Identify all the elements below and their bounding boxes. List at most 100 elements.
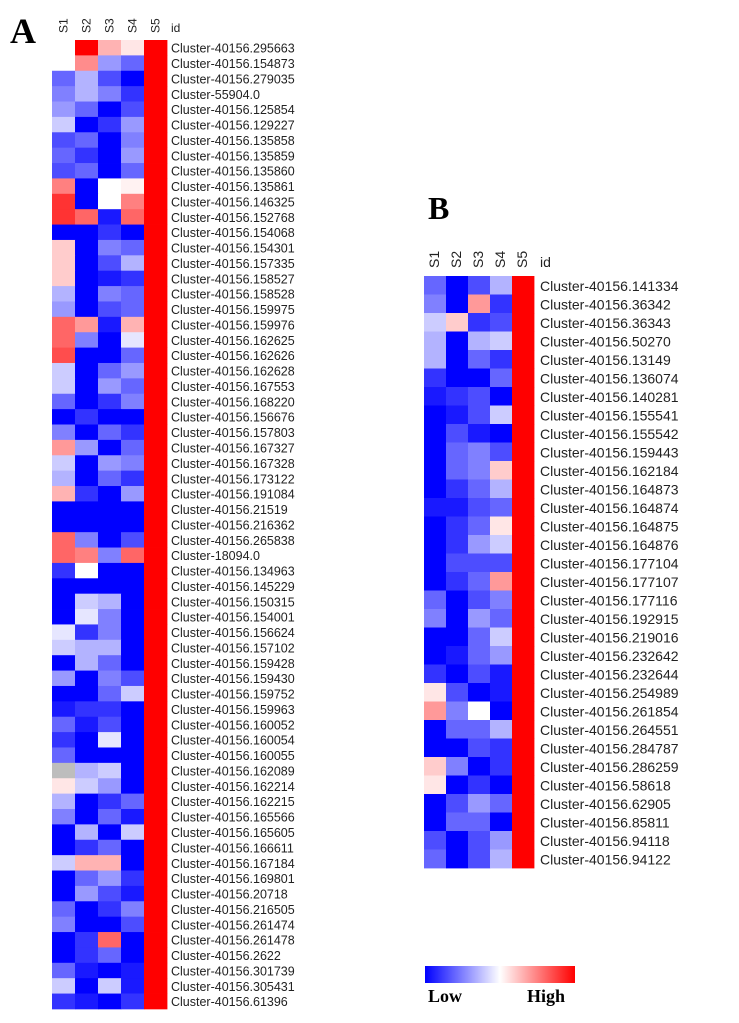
panel-a-heatmap-cell <box>121 901 145 918</box>
panel-a-heatmap-cell <box>121 439 145 456</box>
panel-a-heatmap-cell <box>52 962 76 979</box>
panel-a-heatmap-cell <box>52 147 76 164</box>
panel-a-heatmap-cell <box>144 701 168 718</box>
panel-a-heatmap-cell <box>121 855 145 871</box>
panel-a-heatmap-cell <box>98 747 122 764</box>
panel-a-heatmap-cell <box>52 439 76 456</box>
panel-a-row-label: Cluster-40156.160054 <box>171 734 295 748</box>
panel-a-row-label: Cluster-40156.169801 <box>171 872 295 886</box>
panel-a-row-label: Cluster-40156.157102 <box>171 641 295 655</box>
panel-a-heatmap-cell <box>121 532 145 548</box>
panel-a-heatmap-cell <box>121 455 145 472</box>
panel-a-heatmap-cell <box>75 332 99 348</box>
panel-a-letter: A <box>10 11 36 51</box>
panel-a-heatmap-cell <box>75 362 99 379</box>
panel-a-heatmap-cell <box>98 793 122 810</box>
panel-a-row-label: Cluster-40156.301739 <box>171 964 295 978</box>
panel-a-heatmap-cell <box>144 732 168 748</box>
panel-a-row-label: Cluster-40156.125854 <box>171 103 295 117</box>
panel-a-heatmap-cell <box>52 870 76 887</box>
panel-a-row-label: Cluster-40156.167327 <box>171 441 295 455</box>
panel-a-heatmap-cell <box>98 732 122 748</box>
panel-a-column-label: S3 <box>103 18 117 33</box>
panel-a-heatmap-cell <box>144 55 168 72</box>
panel-a-heatmap-cell <box>75 286 99 302</box>
panel-a-row-label: Cluster-40156.154068 <box>171 226 295 240</box>
panel-a-heatmap-cell <box>98 762 122 779</box>
panel-a-heatmap-cell <box>121 701 145 718</box>
panel-a-heatmap-cell <box>75 962 99 979</box>
panel-a-heatmap-cell <box>144 578 168 595</box>
panel-a-row-label: Cluster-40156.167328 <box>171 457 295 471</box>
panel-a-heatmap-cell <box>121 978 145 994</box>
panel-a-heatmap-cell <box>98 347 122 364</box>
scale-high-label: High <box>527 986 566 1006</box>
panel-a-heatmap-cell <box>144 793 168 810</box>
panel-a-row-label: Cluster-40156.167553 <box>171 380 295 394</box>
panel-a-heatmap-cell <box>52 116 76 133</box>
panel-a-heatmap-cell <box>144 993 168 1010</box>
panel-a-heatmap-cell <box>75 132 99 149</box>
panel-a-row-label: Cluster-40156.167184 <box>171 857 295 871</box>
panel-a-heatmap-cell <box>144 116 168 133</box>
panel-a-heatmap-cell <box>98 855 122 871</box>
panel-a-column-label: S4 <box>126 18 140 33</box>
panel-a-heatmap-cell <box>144 824 168 841</box>
panel-a-column-label: S5 <box>149 18 163 33</box>
panel-a-heatmap-cell <box>75 424 99 441</box>
panel-a-heatmap-cell <box>52 793 76 810</box>
panel-a-heatmap-cell <box>52 624 76 641</box>
panel-a-heatmap-cell <box>75 163 99 179</box>
panel-a-heatmap-cell <box>75 86 99 102</box>
panel-a-heatmap-cell <box>98 778 122 795</box>
panel-a-heatmap-cell <box>144 86 168 102</box>
panel-a-heatmap-cell <box>98 70 122 87</box>
panel-a-row-label: Cluster-40156.135861 <box>171 180 295 194</box>
panel-a-heatmap-cell <box>98 255 122 272</box>
panel-a-heatmap-cell <box>52 316 76 333</box>
panel-a-heatmap-cell <box>121 40 145 56</box>
panel-a-id-header: id <box>171 21 180 35</box>
panel-a-heatmap-cell <box>75 993 99 1010</box>
panel-a-heatmap-cell <box>121 762 145 779</box>
panel-a-heatmap-cell <box>144 301 168 318</box>
panel-a-heatmap-cell <box>98 655 122 671</box>
panel-a-heatmap-cell <box>121 470 145 487</box>
panel-a-heatmap-cell <box>98 239 122 256</box>
panel-a-heatmap-cell <box>121 393 145 410</box>
panel-a-heatmap-cell <box>144 855 168 871</box>
panel-a-heatmap-cell <box>121 824 145 841</box>
panel-a-heatmap-cell <box>144 870 168 887</box>
panel-a-heatmap-cell <box>52 270 76 287</box>
panel-a-heatmap-cell <box>121 793 145 810</box>
panel-a-heatmap-cell <box>144 609 168 625</box>
panel-a-heatmap-cell <box>144 455 168 472</box>
panel-a-heatmap-cell <box>144 516 168 533</box>
panel-a-heatmap-cell <box>98 86 122 102</box>
panel-a-heatmap-cell <box>75 978 99 994</box>
panel-a-row-label: Cluster-40156.166611 <box>171 841 294 855</box>
panel-a-row-label: Cluster-40156.135858 <box>171 134 295 148</box>
panel-a-heatmap-cell <box>121 301 145 318</box>
panel-a-heatmap-cell <box>144 962 168 979</box>
panel-a-row-label: Cluster-40156.173122 <box>171 472 295 486</box>
panel-a-heatmap-cell <box>121 609 145 625</box>
panel-a-row-label: Cluster-40156.265838 <box>171 534 295 548</box>
panel-a-heatmap-cell <box>52 209 76 225</box>
panel-a-heatmap-cell <box>75 455 99 472</box>
panel-a-heatmap-cell <box>52 593 76 610</box>
panel-a-heatmap-cell <box>98 809 122 825</box>
panel-a-row-label: Cluster-40156.156624 <box>171 626 295 640</box>
panel-a-heatmap-cell <box>98 439 122 456</box>
panel-a-heatmap-cell <box>144 947 168 964</box>
panel-a-heatmap-cell <box>121 839 145 856</box>
panel-a-heatmap-cell <box>121 239 145 256</box>
panel-a-heatmap-cell <box>144 316 168 333</box>
panel-a-heatmap-cell <box>121 547 145 564</box>
panel-a-heatmap-cell <box>121 332 145 348</box>
panel-a-heatmap-cell <box>75 578 99 595</box>
panel-a-heatmap-cell <box>121 716 145 733</box>
panel-a-heatmap-cell <box>121 962 145 979</box>
panel-a-heatmap-cell <box>75 486 99 502</box>
panel-a-heatmap-cell <box>98 593 122 610</box>
